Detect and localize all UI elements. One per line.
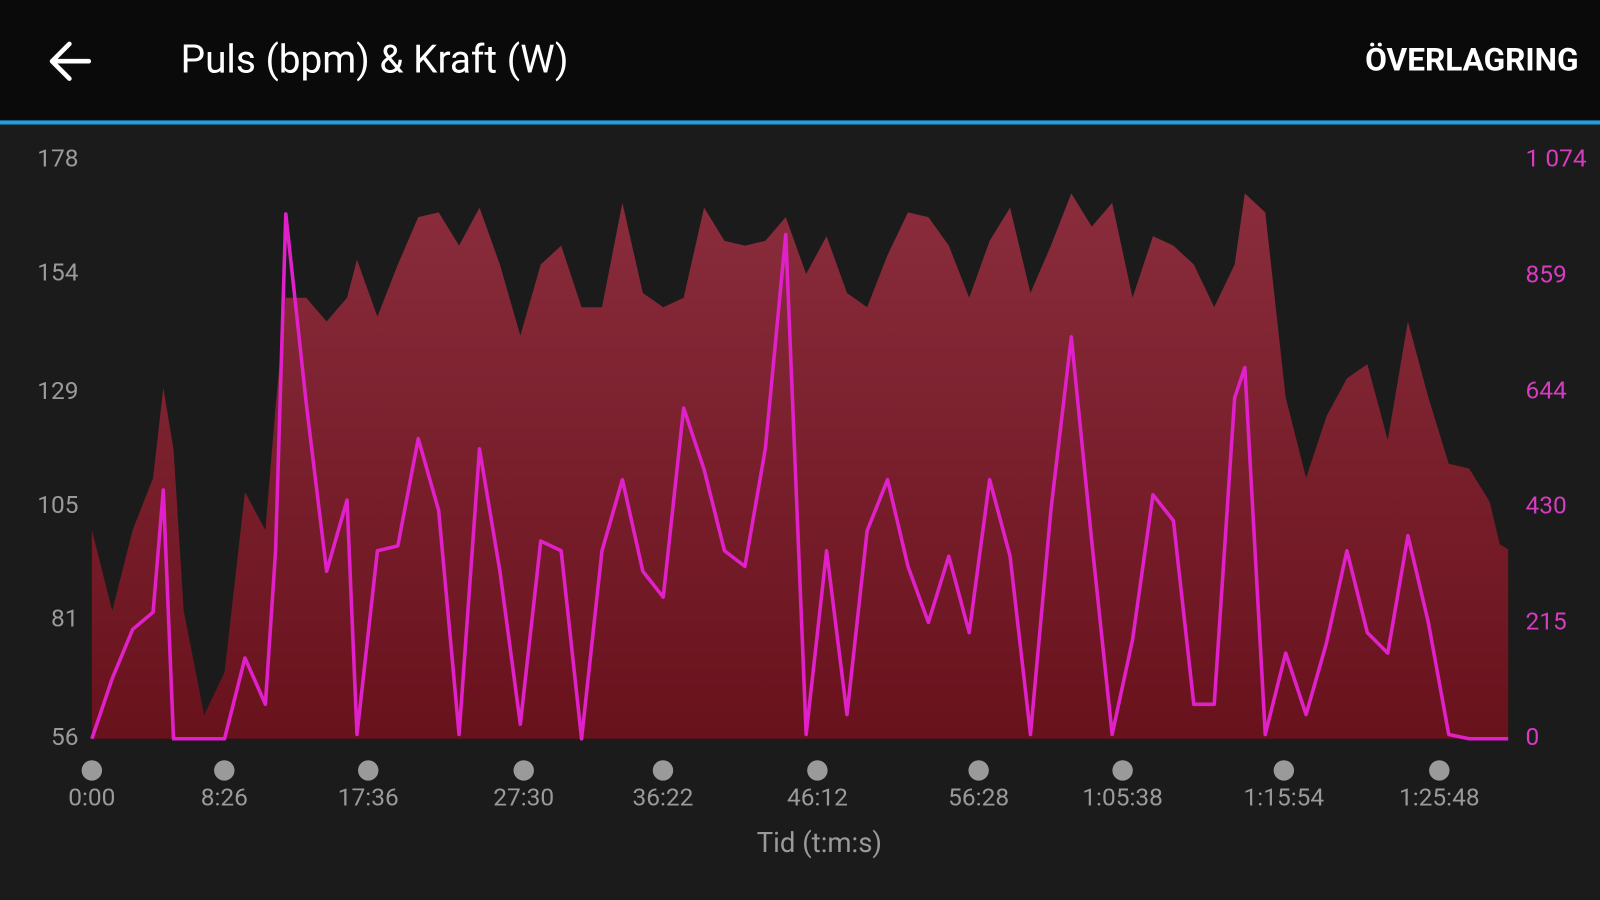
x-tick-dot <box>968 760 989 781</box>
page-title: Puls (bpm) & Kraft (W) <box>181 37 569 82</box>
app-bar <box>0 0 1600 121</box>
x-tick-dot <box>214 760 235 781</box>
x-tick-dot <box>358 760 379 781</box>
y-tick-label: 154 <box>37 257 79 286</box>
x-tick-label: 8:26 <box>201 782 248 811</box>
x-tick-label: 56:28 <box>948 782 1009 811</box>
x-axis-title: Tid (t:m:s) <box>757 826 882 859</box>
x-tick-dot <box>513 760 534 781</box>
y2-tick-label: 859 <box>1526 259 1567 288</box>
y2-tick-label: 430 <box>1526 491 1567 520</box>
x-tick-label: 0:00 <box>68 782 115 811</box>
y2-tick-label: 215 <box>1526 606 1567 635</box>
x-tick-dot <box>807 760 828 781</box>
y2-tick-label: 0 <box>1526 722 1540 751</box>
y-tick-label: 56 <box>51 722 79 751</box>
chart: 56 81 105 129 154 178 0 215 430 644 859 1 074 0:00 8:… <box>37 144 1587 812</box>
y-tick-label: 105 <box>37 490 78 519</box>
x-tick-label: 36:22 <box>633 782 694 811</box>
x-tick-dot <box>652 760 674 781</box>
y-tick-label: 81 <box>51 604 79 633</box>
x-tick-label: 1:25:48 <box>1399 782 1480 811</box>
x-tick-dot <box>1112 760 1133 781</box>
power-line <box>90 212 1509 741</box>
y2-tick-label: 644 <box>1526 375 1568 404</box>
x-tick-label: 46:12 <box>787 782 848 811</box>
app-bar-accent <box>0 120 1600 125</box>
back-arrow <box>49 41 92 81</box>
y-tick-label: 178 <box>37 144 78 173</box>
x-tick-label: 27:30 <box>493 782 554 811</box>
x-tick-label: 1:05:38 <box>1082 782 1163 811</box>
x-tick-label: 17:36 <box>338 782 399 811</box>
x-tick-dot <box>1273 760 1295 781</box>
x-tick-label: 1:15:54 <box>1244 782 1325 811</box>
x-tick-dot <box>1429 760 1450 781</box>
y2-tick-label: 1 074 <box>1526 144 1587 173</box>
x-tick-dot <box>81 760 103 781</box>
overlay-button[interactable]: ÖVERLAGRING <box>1365 42 1579 79</box>
y-tick-label: 129 <box>37 376 78 405</box>
back-button[interactable] <box>49 41 92 81</box>
